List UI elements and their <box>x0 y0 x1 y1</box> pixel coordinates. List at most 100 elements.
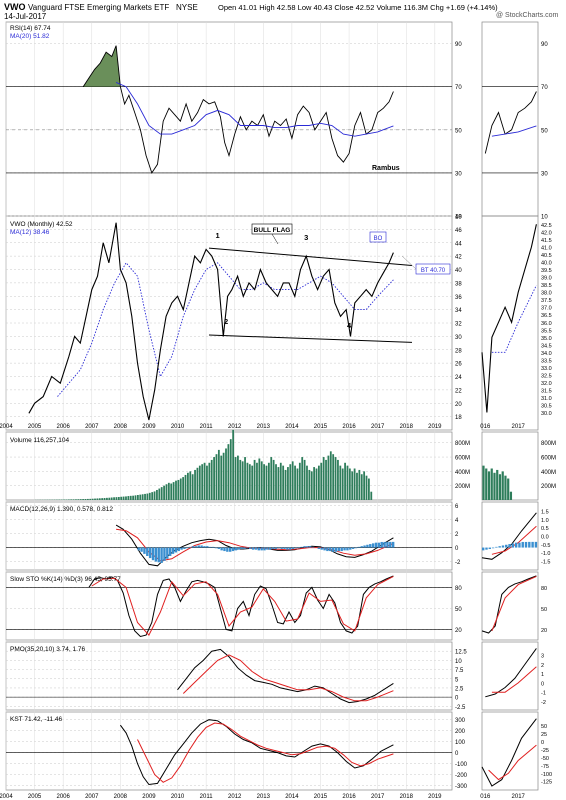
kst-right-ytick-label: 50 <box>541 724 547 730</box>
kst-ytick-label: 300 <box>455 718 466 724</box>
volume-bar <box>79 499 82 500</box>
kst-right-ytick-label: -50 <box>541 756 549 762</box>
volume-bar <box>117 496 120 500</box>
macd-histogram-right-bar <box>528 541 531 548</box>
volume-bar <box>134 495 137 500</box>
watermark: @ StockCharts.com <box>496 12 559 19</box>
macd-ytick-label: 0 <box>455 546 459 552</box>
x-tick-label: 2004 <box>0 424 13 430</box>
volume-bar <box>296 468 299 500</box>
macd-histogram-bar <box>154 547 158 562</box>
volume-bar <box>327 455 330 500</box>
pmo-ytick-label: 2.5 <box>455 686 464 692</box>
macd-histogram-right-bar <box>524 541 528 548</box>
symbol: VWO <box>4 2 26 12</box>
volume-bar <box>172 482 175 500</box>
rsi-ytick-label: 50 <box>455 128 462 134</box>
kst-ytick-label: -300 <box>455 784 468 790</box>
rsi-ytick-label: 90 <box>455 42 462 48</box>
macd-ytick-label: 2 <box>455 532 459 538</box>
rsi-line <box>82 45 394 174</box>
x-tick-label: 2011 <box>200 424 214 430</box>
price-right-ytick-label: 38.5 <box>541 283 552 289</box>
rsi-ma-line <box>115 81 394 137</box>
volume-right-bar <box>490 468 493 500</box>
volume-bar <box>356 472 358 500</box>
macd-histogram-bar <box>294 547 298 549</box>
macd-right-ytick-label: 0.0 <box>541 535 549 541</box>
macd-right-ytick-label: -1.0 <box>541 551 550 557</box>
macd-histogram-right-bar <box>505 544 508 548</box>
macd-histogram-bar <box>277 547 281 549</box>
macd-histogram-bar <box>220 547 223 551</box>
price-ytick-label: 44 <box>455 241 462 247</box>
rsi-legend: RSI(14) 67.74 <box>10 25 51 32</box>
macd-histogram-bar <box>291 547 295 549</box>
volume-bar <box>346 465 349 500</box>
price-ytick-label: 34 <box>455 308 462 314</box>
volume-bar <box>229 439 232 500</box>
price-right-ytick-label: 34.0 <box>541 351 552 357</box>
pmo-right-ytick-label: 0 <box>541 681 544 687</box>
volume-bar <box>89 498 92 500</box>
volume-bar <box>139 494 142 500</box>
volume-bar <box>277 467 280 500</box>
price-ytick-label: 20 <box>455 402 462 408</box>
macd-histogram-bar <box>389 541 392 548</box>
volume-bar <box>182 477 185 500</box>
x-tick-label: 2018 <box>400 794 414 800</box>
macd-right-ytick-label: -0.5 <box>541 543 550 549</box>
volume-bar <box>344 462 346 500</box>
volume-bar <box>141 494 144 500</box>
macd-histogram-bar <box>320 547 323 550</box>
volume-bar <box>320 462 323 500</box>
macd-histogram-bar <box>191 546 195 548</box>
macd-histogram-bar <box>346 547 349 551</box>
rsi-overbought-fill <box>83 45 121 87</box>
volume-bar <box>94 498 96 500</box>
macd-histogram-right-bar <box>498 546 501 548</box>
x-tick-label: 2007 <box>85 424 99 430</box>
kst-legend: KST 71.42, -11.46 <box>10 716 63 723</box>
volume-bar <box>129 495 132 500</box>
price-right-ytick-label: 37.5 <box>541 298 552 304</box>
volume-bar <box>270 457 273 500</box>
macd-histogram-bar <box>171 547 175 554</box>
x-tick-label: 2011 <box>200 794 214 800</box>
volume-bar <box>227 444 230 500</box>
volume-bar <box>101 498 104 500</box>
macd-histogram-bar <box>269 547 272 550</box>
pmo-right-ytick-label: -2 <box>541 700 546 706</box>
right-x-tick-label: 016 <box>480 424 491 430</box>
volume-bar <box>177 479 180 500</box>
price-right-panel-frame <box>481 215 539 431</box>
x-tick-label: 2005 <box>28 424 42 430</box>
volume-bar <box>86 498 89 500</box>
pmo-right-ytick-label: -1 <box>541 691 546 697</box>
volume-bar <box>317 465 320 500</box>
volume-bar <box>310 471 313 500</box>
volume-bar <box>160 487 163 500</box>
x-tick-label: 2018 <box>400 424 414 430</box>
pmo-legend: PMO(35,20,10) 3.74, 1.76 <box>10 646 86 653</box>
macd-histogram-bar <box>369 544 372 548</box>
volume-bar <box>108 497 111 500</box>
price-right-ytick-label: 41.5 <box>541 238 552 244</box>
price-ytick-label: 46 <box>455 228 462 234</box>
volume-bar <box>322 457 325 500</box>
volume-bar <box>341 468 344 500</box>
wave-label-1: 1 <box>215 231 219 240</box>
volume-bar <box>237 455 239 500</box>
volume-bar <box>251 465 254 500</box>
rsi-right-line <box>484 91 537 154</box>
price-ytick-label: 38 <box>455 281 462 287</box>
volume-bar <box>241 461 244 500</box>
x-tick-label: 2019 <box>428 794 442 800</box>
volume-bar <box>234 457 237 500</box>
volume-right-bar <box>507 478 510 500</box>
volume-bar <box>122 496 125 500</box>
volume-bar <box>120 496 123 500</box>
x-tick-label: 2012 <box>228 424 242 430</box>
macd-histogram-bar <box>251 547 255 550</box>
rsi-right-ytick-label: 10 <box>541 215 548 221</box>
